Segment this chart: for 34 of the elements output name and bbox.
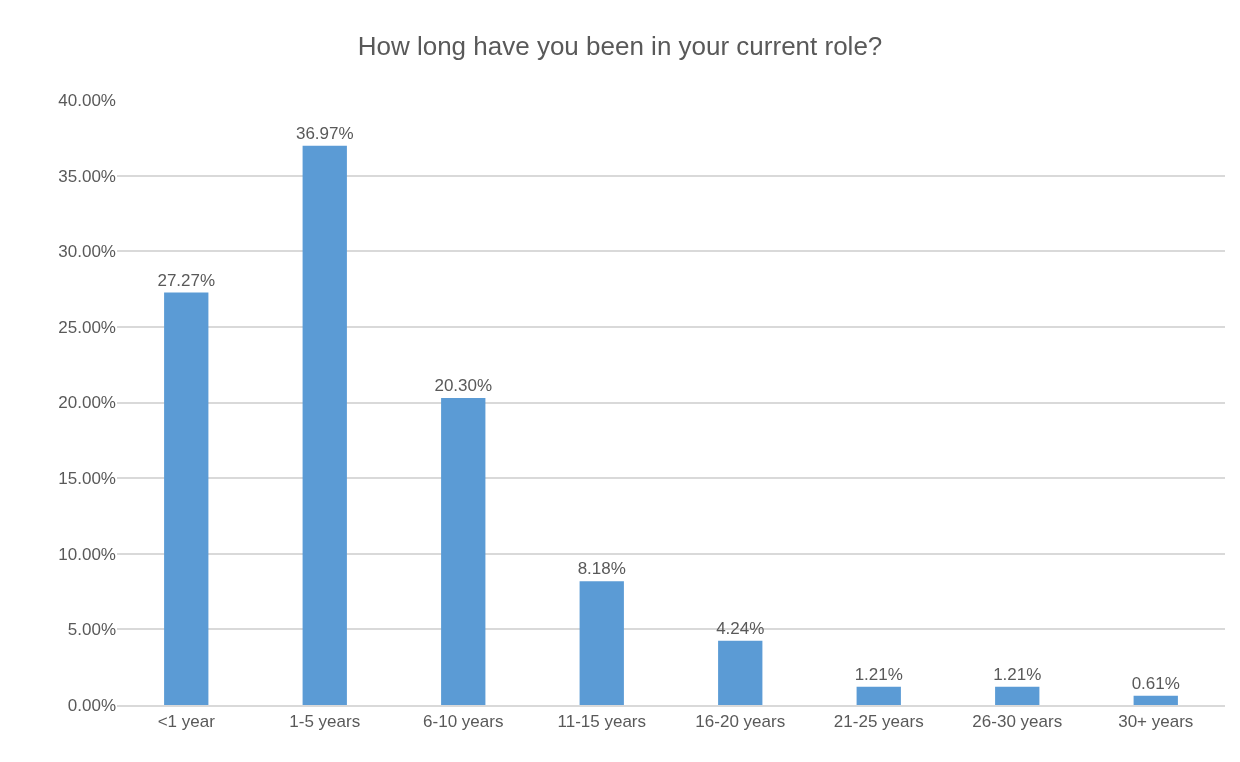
chart-title: How long have you been in your current role?	[357, 30, 883, 61]
y-tick-label: 30.00%	[58, 242, 116, 262]
bar	[441, 397, 486, 705]
data-label: 0.61%	[1131, 673, 1180, 693]
x-tick-label: 16-20 years	[695, 712, 786, 732]
data-label: 20.30%	[434, 375, 493, 395]
data-label: 27.27%	[157, 270, 216, 290]
x-tick-label: 21-25 years	[833, 712, 924, 732]
data-label: 8.18%	[577, 559, 626, 579]
data-label: 36.97%	[295, 123, 354, 143]
bar	[995, 686, 1040, 705]
bar	[579, 581, 624, 705]
x-tick-label: 6-10 years	[423, 712, 504, 732]
y-tick-label: 35.00%	[58, 166, 116, 186]
data-label: 1.21%	[993, 664, 1042, 684]
x-tick-label: 11-15 years	[557, 712, 647, 732]
bar	[856, 686, 901, 705]
bar	[302, 145, 347, 705]
bar	[164, 292, 209, 705]
y-tick-label: 20.00%	[58, 393, 116, 413]
y-tick-label: 0.00%	[67, 695, 116, 715]
y-tick-label: 5.00%	[67, 620, 116, 640]
bar	[718, 640, 763, 705]
x-tick-label: 30+ years	[1118, 712, 1194, 732]
bar	[1133, 695, 1178, 705]
y-tick-label: 10.00%	[58, 544, 116, 564]
y-tick-label: 40.00%	[58, 90, 116, 110]
x-tick-label: <1 year	[157, 712, 216, 732]
y-tick-label: 25.00%	[58, 317, 116, 337]
x-tick-label: 26-30 years	[972, 712, 1063, 732]
data-label: 1.21%	[854, 664, 903, 684]
y-tick-label: 15.00%	[58, 469, 116, 489]
x-tick-label: 1-5 years	[289, 712, 361, 732]
data-label: 4.24%	[716, 618, 765, 638]
